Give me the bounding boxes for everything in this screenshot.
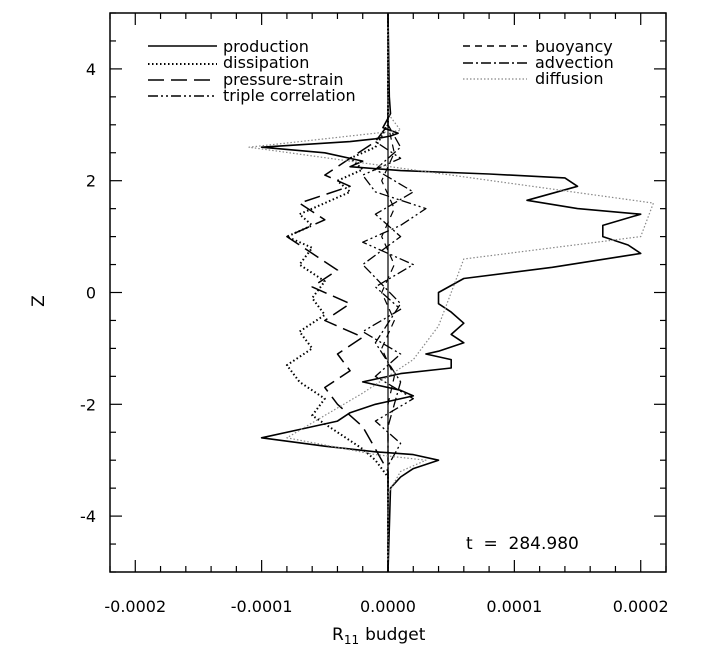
y-tick-label: 0: [86, 284, 96, 303]
y-tick-label: -4: [80, 507, 96, 526]
series-buoyancy: [381, 13, 395, 572]
series-dissipation: [285, 13, 389, 572]
series-triple-correlation: [362, 13, 427, 572]
legend-label-production: production: [223, 37, 309, 56]
series-production: [260, 12, 642, 573]
tick-layer: [109, 12, 667, 573]
y-tick-label: -2: [80, 395, 96, 414]
legend-label-diffusion: diffusion: [535, 69, 603, 88]
series-layer: [248, 12, 655, 573]
legend-label-dissipation: dissipation: [223, 53, 309, 72]
legend-label-triple-correlation: triple correlation: [223, 86, 356, 105]
y-tick-label: 2: [86, 172, 96, 191]
series-pressure-strain: [286, 13, 389, 572]
legend-label-pressure-strain: pressure-strain: [223, 70, 343, 89]
series-diffusion: [248, 13, 655, 572]
x-tick-label: -0.0002: [104, 597, 166, 616]
x-axis-label-main: R: [332, 625, 344, 645]
time-annotation: t = 284.980: [466, 534, 579, 554]
y-tick-label: 4: [86, 60, 96, 79]
legend-label-advection: advection: [535, 53, 614, 72]
x-axis-label: R11 budget: [332, 625, 426, 647]
legend: production dissipation pressure-strain t…: [148, 37, 614, 105]
x-tick-label: 0.0000: [360, 597, 416, 616]
x-axis-label-subscript: 11: [344, 633, 359, 647]
x-tick-label: 0.0002: [613, 597, 669, 616]
y-axis-label: Z: [29, 295, 49, 307]
tick-label-layer: -0.0002 -0.0001 0.0000 0.0001 0.0002 -4 -2 0 2 4: [80, 60, 669, 616]
x-tick-label: -0.0001: [231, 597, 293, 616]
series-advection: [362, 13, 414, 572]
x-axis-label-suffix: budget: [365, 625, 426, 645]
x-tick-label: 0.0001: [486, 597, 542, 616]
legend-label-buoyancy: buoyancy: [535, 37, 613, 56]
